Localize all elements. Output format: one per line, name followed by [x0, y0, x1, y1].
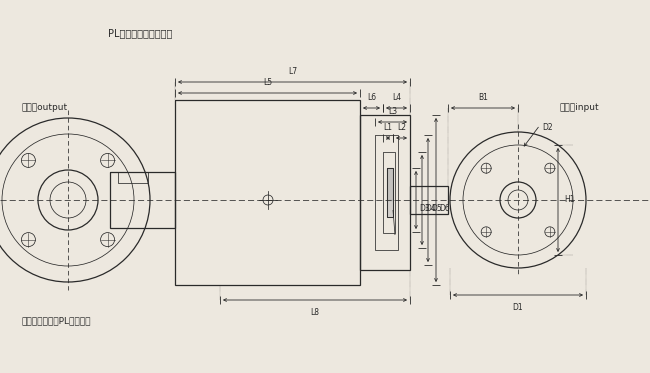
- Text: D6: D6: [439, 204, 450, 213]
- Text: D3: D3: [419, 204, 430, 213]
- Text: L5: L5: [263, 78, 272, 87]
- Text: 输出端output: 输出端output: [22, 103, 68, 112]
- Text: H1: H1: [564, 195, 575, 204]
- Text: 输入端input: 输入端input: [560, 103, 599, 112]
- Text: D5: D5: [431, 204, 442, 213]
- Text: D2: D2: [542, 123, 552, 132]
- Text: PL双轴型减速机外形图: PL双轴型减速机外形图: [108, 28, 172, 38]
- Text: L6: L6: [367, 93, 376, 102]
- Text: D4: D4: [425, 204, 436, 213]
- Text: L3: L3: [388, 107, 397, 116]
- Text: 输出端端尺寸同PL系列尺寸: 输出端端尺寸同PL系列尺寸: [22, 316, 92, 325]
- Polygon shape: [387, 168, 393, 200]
- Text: B1: B1: [478, 93, 488, 102]
- Text: L1: L1: [384, 123, 393, 132]
- Polygon shape: [387, 200, 393, 217]
- Text: L8: L8: [311, 308, 320, 317]
- Text: L2: L2: [397, 123, 406, 132]
- Text: D1: D1: [513, 303, 523, 312]
- Text: L4: L4: [392, 93, 401, 102]
- Text: L7: L7: [288, 67, 297, 76]
